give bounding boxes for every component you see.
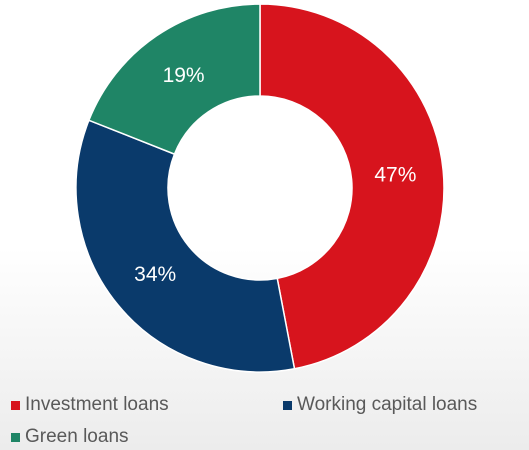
slice-value-label-investment-loans: 47% — [374, 164, 416, 187]
donut-slice-investment-loans — [259, 3, 445, 370]
legend-item-investment-loans: Investment loans — [11, 394, 169, 416]
legend-item-green-loans: Green loans — [11, 426, 129, 448]
chart-legend: Investment loans Working capital loans G… — [0, 388, 529, 450]
slice-value-label-working-capital-loans: 34% — [134, 263, 176, 286]
donut-slices — [75, 3, 445, 373]
legend-label-investment-loans: Investment loans — [25, 394, 169, 415]
legend-swatch-working-capital-loans — [283, 400, 292, 410]
slice-value-label-green-loans: 19% — [163, 64, 205, 87]
donut-slice-green-loans — [87, 3, 261, 156]
donut-slice-working-capital-loans — [75, 119, 296, 373]
donut-value-labels: 47% 34% 19% — [134, 64, 416, 286]
legend-swatch-investment-loans — [11, 400, 20, 410]
legend-swatch-green-loans — [11, 432, 20, 442]
legend-label-working-capital-loans: Working capital loans — [297, 394, 478, 415]
donut-chart-svg: 47% 34% 19% — [75, 3, 445, 373]
legend-item-working-capital-loans: Working capital loans — [283, 394, 477, 416]
legend-label-green-loans: Green loans — [25, 426, 129, 447]
